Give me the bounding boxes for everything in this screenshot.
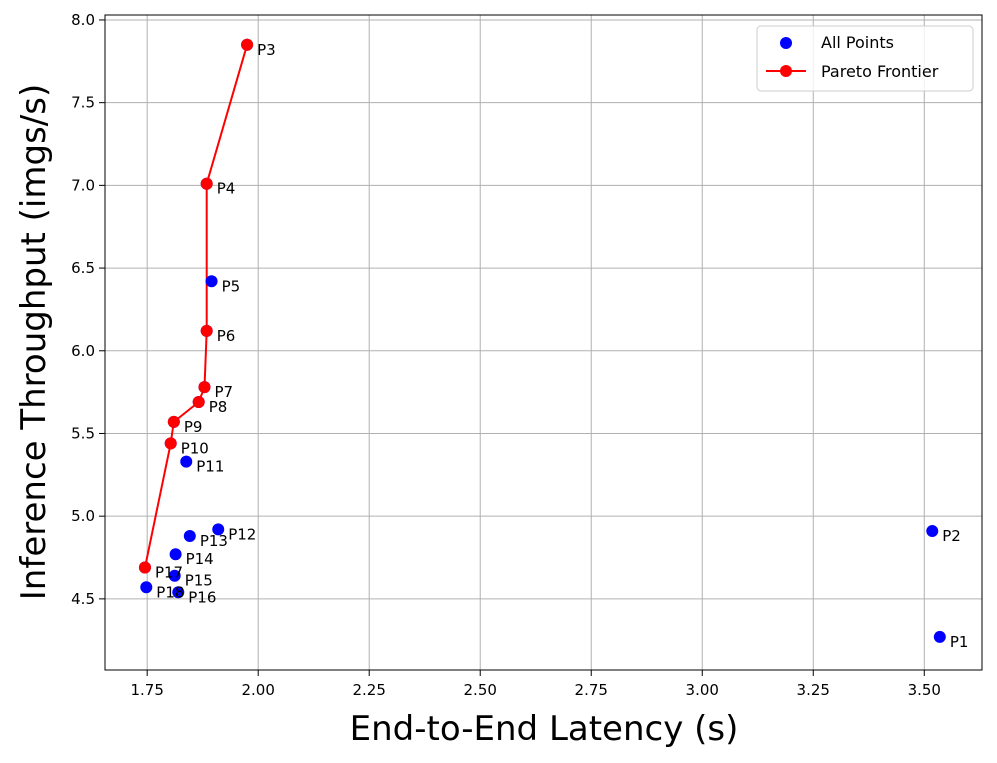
point-label-p15: P15 xyxy=(185,572,213,590)
legend-marker-all-points xyxy=(780,37,792,49)
pareto-point-p4 xyxy=(200,177,213,190)
point-label-p12: P12 xyxy=(228,525,256,543)
x-axis-ticks: 1.75 2.00 2.25 2.50 2.75 3.00 3.25 3.50 xyxy=(130,670,941,699)
y-tick-label: 6.0 xyxy=(71,342,95,360)
point-label-p3: P3 xyxy=(257,41,276,59)
point-label-p5: P5 xyxy=(222,277,241,295)
point-p15 xyxy=(168,569,181,582)
legend: All Points Pareto Frontier xyxy=(756,25,974,92)
point-labels: P1P2P3P4P5P6P7P8P9P10P11P12P13P14P15P16P… xyxy=(155,41,968,651)
x-tick-label: 3.50 xyxy=(908,681,941,699)
point-label-p17: P17 xyxy=(155,563,183,581)
point-p13 xyxy=(183,530,196,543)
point-p11 xyxy=(180,455,193,468)
y-tick-label: 7.5 xyxy=(71,94,95,112)
y-tick-label: 4.5 xyxy=(71,590,95,608)
x-tick-label: 2.75 xyxy=(575,681,608,699)
point-p12 xyxy=(212,523,225,536)
point-label-p10: P10 xyxy=(181,439,209,457)
plot-frame xyxy=(104,14,983,671)
point-label-p2: P2 xyxy=(942,527,961,545)
point-label-p18: P18 xyxy=(156,583,184,601)
x-tick-label: 2.00 xyxy=(241,681,274,699)
point-label-p9: P9 xyxy=(184,418,203,436)
x-tick-label: 1.75 xyxy=(130,681,163,699)
all-points-markers xyxy=(138,38,946,643)
pareto-point-p6 xyxy=(200,324,213,337)
point-p18 xyxy=(140,581,153,594)
y-tick-label: 5.5 xyxy=(71,424,95,442)
x-tick-label: 3.00 xyxy=(686,681,719,699)
x-axis-title: End-to-End Latency (s) xyxy=(350,709,739,749)
point-label-p6: P6 xyxy=(217,327,236,345)
pareto-point-p10 xyxy=(164,437,177,450)
point-p16 xyxy=(172,586,185,599)
point-p5 xyxy=(205,275,218,288)
legend-marker-pareto xyxy=(780,65,792,77)
y-axis-title: Inference Throughput (imgs/s) xyxy=(14,84,54,600)
pareto-frontier-line xyxy=(144,44,249,568)
pareto-point-p17 xyxy=(138,561,151,574)
y-tick-label: 5.0 xyxy=(71,507,95,525)
x-tick-label: 2.25 xyxy=(353,681,386,699)
pareto-point-p8 xyxy=(192,396,205,409)
legend-label-pareto: Pareto Frontier xyxy=(821,62,939,81)
point-label-p8: P8 xyxy=(209,398,228,416)
legend-box xyxy=(756,25,974,92)
pareto-frontier-path xyxy=(144,44,249,568)
pareto-frontier-markers xyxy=(138,38,254,574)
point-label-p7: P7 xyxy=(214,383,233,401)
point-label-p13: P13 xyxy=(200,532,228,550)
point-label-p1: P1 xyxy=(950,633,969,651)
y-tick-label: 6.5 xyxy=(71,259,95,277)
point-p14 xyxy=(169,548,182,561)
pareto-point-p7 xyxy=(198,381,211,394)
legend-label-all-points: All Points xyxy=(821,33,894,52)
y-tick-label: 7.0 xyxy=(71,176,95,194)
point-label-p14: P14 xyxy=(186,550,214,568)
pareto-point-p3 xyxy=(241,38,254,51)
x-tick-label: 2.50 xyxy=(464,681,497,699)
point-label-p11: P11 xyxy=(196,458,224,476)
point-p2 xyxy=(926,525,939,538)
pareto-point-p9 xyxy=(167,415,180,428)
y-axis-ticks: 4.5 5.0 5.5 6.0 6.5 7.0 7.5 8.0 xyxy=(71,11,105,608)
point-p1 xyxy=(933,630,946,643)
axes xyxy=(104,14,983,671)
x-tick-label: 3.25 xyxy=(797,681,830,699)
y-tick-label: 8.0 xyxy=(71,11,95,29)
grid-lines xyxy=(105,15,982,670)
point-label-p4: P4 xyxy=(217,180,236,198)
point-label-p16: P16 xyxy=(188,588,216,606)
